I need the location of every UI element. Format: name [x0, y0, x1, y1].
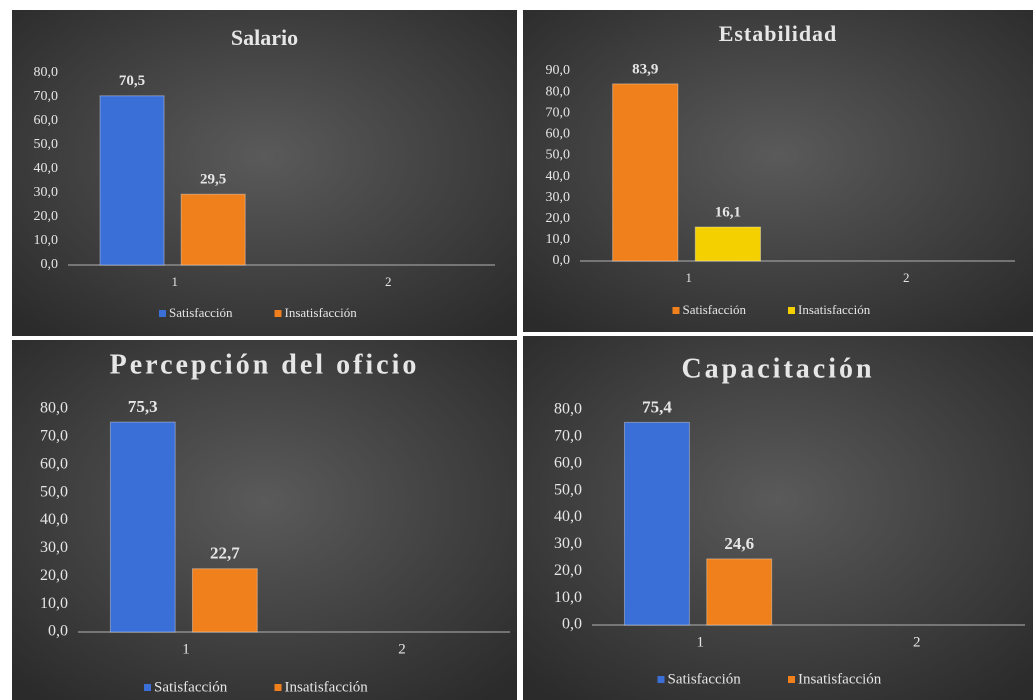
y-tick-label: 90,0 — [546, 63, 571, 78]
x-tick-label: 1 — [172, 274, 179, 289]
value-label: 75,3 — [128, 397, 158, 416]
value-label: 29,5 — [200, 172, 226, 188]
x-tick-label: 2 — [903, 270, 910, 285]
y-tick-label: 30,0 — [34, 185, 59, 200]
chart-panel — [523, 336, 1033, 700]
y-tick-label: 20,0 — [554, 562, 582, 579]
value-label: 24,6 — [724, 534, 754, 553]
bar — [612, 83, 679, 262]
bar — [191, 568, 258, 633]
bar — [99, 95, 165, 266]
legend-marker — [159, 310, 166, 317]
y-tick-label: 50,0 — [554, 481, 582, 498]
y-tick-label: 80,0 — [554, 401, 582, 418]
legend-label: Insatisfacción — [285, 305, 358, 320]
y-tick-label: 80,0 — [40, 400, 68, 417]
y-tick-label: 10,0 — [554, 589, 582, 606]
y-tick-label: 50,0 — [546, 148, 571, 163]
legend-label: Satisfacción — [169, 305, 233, 320]
chart-title: Capacitación — [681, 353, 874, 384]
bar — [694, 226, 762, 262]
legend-marker — [144, 684, 151, 691]
legend-marker — [788, 307, 795, 314]
chart-panel — [523, 10, 1033, 332]
value-label: 22,7 — [210, 544, 240, 563]
chart-title: Percepción del oficio — [110, 349, 420, 380]
legend-label: Satisfacción — [154, 679, 228, 695]
y-tick-label: 40,0 — [546, 169, 571, 184]
y-tick-label: 50,0 — [34, 137, 59, 152]
x-tick-label: 1 — [182, 641, 190, 657]
y-tick-label: 0,0 — [553, 253, 571, 268]
chart-panel — [12, 10, 517, 336]
y-tick-label: 0,0 — [41, 257, 59, 272]
y-tick-label: 70,0 — [546, 105, 571, 120]
bar — [180, 193, 246, 266]
y-tick-label: 20,0 — [546, 211, 571, 226]
legend-label: Satisfacción — [668, 671, 742, 687]
y-tick-label: 70,0 — [34, 89, 59, 104]
y-tick-label: 60,0 — [554, 454, 582, 471]
value-label: 70,5 — [119, 73, 145, 89]
y-tick-label: 60,0 — [34, 113, 59, 128]
y-tick-label: 30,0 — [554, 535, 582, 552]
legend-marker — [274, 310, 282, 317]
bar — [109, 421, 176, 633]
chart-title: Salario — [231, 25, 298, 50]
y-tick-label: 70,0 — [40, 428, 68, 445]
legend-marker — [672, 307, 680, 314]
legend-label: Insatisfacción — [798, 302, 871, 317]
y-tick-label: 40,0 — [40, 511, 68, 528]
bar — [623, 421, 690, 626]
y-tick-label: 20,0 — [34, 209, 59, 224]
legend-marker — [274, 684, 282, 691]
legend-marker — [788, 676, 795, 683]
y-tick-label: 10,0 — [546, 232, 571, 247]
x-tick-label: 2 — [913, 634, 921, 650]
legend-label: Insatisfacción — [798, 671, 882, 687]
y-tick-label: 80,0 — [34, 65, 59, 80]
y-tick-label: 10,0 — [34, 233, 59, 248]
x-tick-label: 1 — [697, 634, 705, 650]
x-tick-label: 1 — [686, 270, 693, 285]
y-tick-label: 60,0 — [546, 127, 571, 142]
legend-label: Satisfacción — [683, 302, 747, 317]
value-label: 16,1 — [715, 204, 741, 220]
bar — [706, 558, 773, 626]
x-tick-label: 2 — [385, 274, 392, 289]
y-tick-label: 0,0 — [48, 623, 68, 640]
x-tick-label: 2 — [398, 641, 406, 657]
legend-label: Insatisfacción — [285, 679, 369, 695]
value-label: 83,9 — [632, 61, 658, 77]
y-tick-label: 70,0 — [554, 428, 582, 445]
y-tick-label: 80,0 — [546, 84, 571, 99]
y-tick-label: 60,0 — [40, 455, 68, 472]
y-tick-label: 0,0 — [562, 616, 582, 633]
y-tick-label: 50,0 — [40, 483, 68, 500]
chart-title: Estabilidad — [719, 21, 838, 46]
y-tick-label: 10,0 — [40, 595, 68, 612]
value-label: 75,4 — [642, 397, 672, 416]
y-tick-label: 30,0 — [546, 190, 571, 205]
y-tick-label: 40,0 — [554, 508, 582, 525]
y-tick-label: 40,0 — [34, 161, 59, 176]
y-tick-label: 20,0 — [40, 567, 68, 584]
legend-marker — [657, 676, 665, 683]
chart-panel — [12, 340, 517, 700]
y-tick-label: 30,0 — [40, 539, 68, 556]
